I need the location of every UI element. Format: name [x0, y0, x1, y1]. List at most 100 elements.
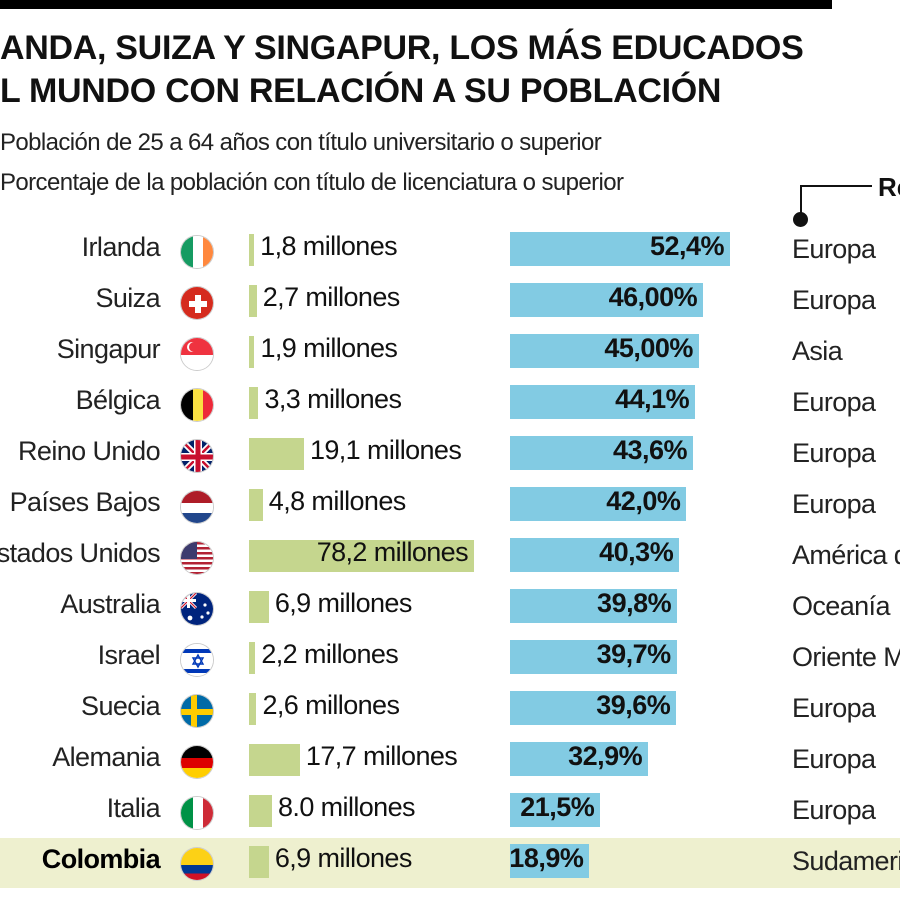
population-bar: [249, 387, 259, 419]
region-label: Europa: [792, 285, 876, 315]
population-label: 1,9 millones: [260, 333, 398, 363]
region-label: Europa: [792, 744, 876, 774]
table-row: Irlanda 1,8 millones 52,4% Europa: [0, 226, 900, 277]
table-row: Italia 8.0 millones 21,5% Europa: [0, 787, 900, 838]
percentage-label: 40,3%: [599, 537, 674, 567]
percentage-bar: [510, 844, 590, 878]
population-bar: [249, 234, 255, 266]
region-label: Asia: [792, 336, 843, 366]
country-label: Singapur: [56, 334, 161, 364]
top-rule: [0, 0, 832, 9]
country-label: Alemania: [52, 742, 160, 772]
table-row: Reino Unido 19,1 millones 43,6% Europa: [0, 430, 900, 481]
population-bar: [249, 591, 269, 623]
percentage-bar: [510, 283, 704, 317]
netherlands-flag-icon: [180, 490, 214, 524]
population-label: 1,8 millones: [260, 231, 398, 261]
country-label: Países Bajos: [9, 487, 161, 517]
percentage-bar: [510, 232, 730, 266]
region-label: Oceanía: [792, 591, 890, 621]
population-bar: [249, 336, 255, 368]
highlight-row-background: [0, 838, 900, 888]
population-label: 8.0 millones: [278, 792, 415, 822]
region-label: Oriente Me: [792, 642, 900, 672]
germany-flag-icon: [180, 745, 214, 779]
country-label: Australia: [60, 589, 160, 619]
region-label: Europa: [792, 489, 876, 519]
percentage-bar: [510, 538, 680, 572]
percentage-bar: [510, 742, 649, 776]
title-line-1: ANDA, SUIZA Y SINGAPUR, LOS MÁS EDUCADOS: [0, 29, 804, 67]
population-label: 3,3 millones: [264, 384, 402, 414]
population-label: 2,7 millones: [262, 282, 400, 312]
uk-flag-icon: [180, 439, 214, 473]
percentage-label: 42,0%: [606, 486, 681, 516]
country-label: Suiza: [95, 283, 160, 313]
region-connector-line: [800, 185, 872, 219]
population-label: 6,9 millones: [274, 843, 412, 873]
italy-flag-icon: [180, 796, 214, 830]
country-label: Estados Unidos: [0, 538, 161, 568]
percentage-label: 39,8%: [597, 588, 672, 618]
region-column-header: Re: [878, 172, 900, 202]
population-bar: [249, 795, 273, 827]
percentage-label: 45,00%: [604, 333, 693, 363]
percentage-bar: [510, 385, 696, 419]
table-row: Bélgica 3,3 millones 44,1% Europa: [0, 379, 900, 430]
region-label: Europa: [792, 693, 876, 723]
table-row: Estados Unidos 78,2 millones 40,3% América …: [0, 532, 900, 583]
table-row: Países Bajos 4,8 millones 42,0% Europa: [0, 481, 900, 532]
legend-percentage: Porcentaje de la población con título de…: [0, 169, 624, 196]
belgium-flag-icon: [180, 388, 214, 422]
population-label: 17,7 millones: [305, 741, 458, 771]
percentage-label: 39,7%: [596, 639, 672, 669]
table-row: Suecia 2,6 millones 39,6% Europa: [0, 685, 900, 736]
country-label: Colombia: [41, 844, 161, 874]
population-bar: [249, 489, 263, 521]
country-label: Suecia: [81, 691, 161, 721]
population-bar: [249, 285, 257, 317]
population-bar: [249, 642, 256, 674]
table-row: Australia 6,9 millones 39,8% Oceanía: [0, 583, 900, 634]
country-label: Reino Unido: [18, 436, 161, 466]
population-label: 4,8 millones: [268, 486, 406, 516]
population-label: 2,6 millones: [262, 690, 400, 720]
percentage-bar: [510, 334, 699, 368]
population-bar: [249, 744, 300, 776]
percentage-bar: [510, 640, 677, 674]
population-bar: [249, 540, 474, 572]
ireland-flag-icon: [180, 235, 214, 269]
country-label: Irlanda: [81, 232, 161, 262]
percentage-label: 18,9%: [509, 843, 584, 873]
page-title: ANDA, SUIZA Y SINGAPUR, LOS MÁS EDUCADOS…: [0, 27, 900, 113]
region-label: Europa: [792, 795, 876, 825]
population-bar: [249, 693, 257, 725]
colombia-flag-icon: [180, 847, 214, 881]
table-row: Israel 2,2 millones 39,7% Oriente Me: [0, 634, 900, 685]
table-row: Suiza 2,7 millones 46,00% Europa: [0, 277, 900, 328]
percentage-label: 32,9%: [568, 741, 643, 771]
percentage-label: 39,6%: [596, 690, 671, 720]
population-label: 2,2 millones: [261, 639, 399, 669]
region-connector-dot: [793, 212, 808, 227]
percentage-label: 43,6%: [613, 435, 688, 465]
table-row: Singapur 1,9 millones 45,00% Asia: [0, 328, 900, 379]
switzerland-flag-icon: [180, 286, 214, 320]
percentage-label: 52,4%: [649, 231, 725, 261]
region-label: Europa: [792, 234, 876, 264]
percentage-label: 21,5%: [520, 792, 595, 822]
israel-flag-icon: [180, 643, 214, 677]
legend-population: Población de 25 a 64 años con título uni…: [0, 129, 602, 156]
singapore-flag-icon: [180, 337, 214, 371]
australia-flag-icon: [180, 592, 214, 626]
percentage-label: 46,00%: [608, 282, 698, 312]
population-label: 19,1 millones: [309, 435, 462, 465]
percentage-bar: [510, 793, 601, 827]
title-line-2: L MUNDO CON RELACIÓN A SU POBLACIÓN: [0, 72, 722, 110]
usa-flag-icon: [180, 541, 214, 575]
region-label: Sudameric: [792, 846, 900, 876]
percentage-bar: [510, 487, 687, 521]
population-bar: [249, 846, 269, 878]
table-row: Alemania 17,7 millones 32,9% Europa: [0, 736, 900, 787]
